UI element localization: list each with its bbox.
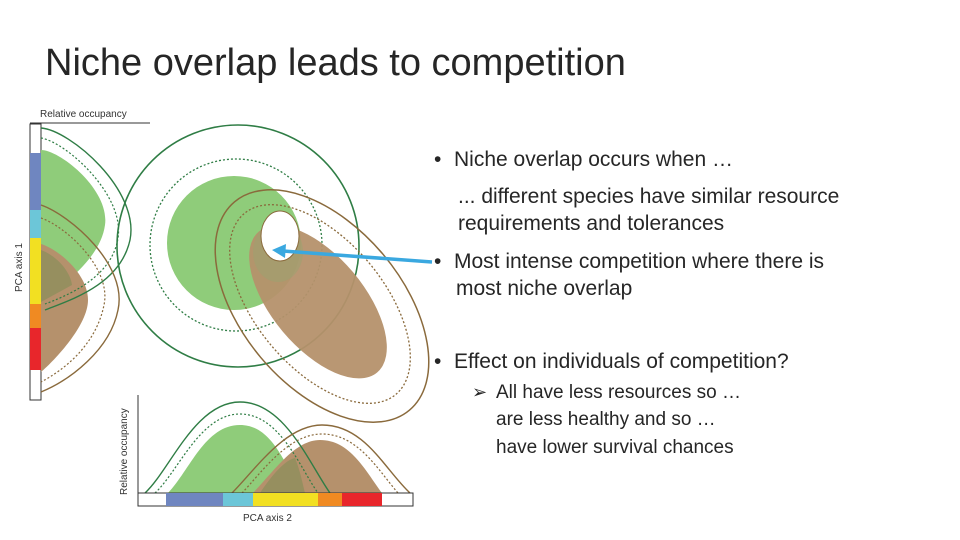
- x-axis-bottom-label: PCA axis 2: [243, 513, 292, 524]
- axis2-band-yellow: [253, 493, 318, 506]
- niche-focus-hole: [260, 210, 300, 262]
- pointer-arrow-head: [272, 244, 286, 258]
- axis2-band-cyan: [223, 493, 253, 506]
- y-axis-top-label: Relative occupancy: [40, 109, 127, 120]
- bullet-effect-individuals: • Effect on individuals of competition?: [434, 350, 789, 373]
- bullet-dot: •: [434, 350, 442, 373]
- bullet-niche-overlap: • Niche overlap occurs when …: [434, 148, 733, 171]
- axis1-overlap: [41, 250, 72, 302]
- pointer-arrow: [282, 249, 433, 264]
- bullet-line-similar: ... different species have similar resou…: [458, 185, 840, 208]
- axis2-band-red: [342, 493, 382, 506]
- bullet-intense-competition: • Most intense competition where there is: [434, 250, 825, 273]
- axis2-band-blue: [166, 493, 223, 506]
- bullet-line-overlap: most niche overlap: [456, 277, 633, 300]
- axis2-overlap: [260, 458, 305, 493]
- sub-bullet-less-healthy: are less healthy and so …: [496, 409, 716, 430]
- axis1-band-blue: [30, 153, 41, 210]
- axis1-green-dotted: [40, 137, 120, 305]
- bullet-dot: •: [434, 148, 442, 171]
- species-a-outer-ring: [116, 124, 360, 368]
- axis1-band-yellow: [30, 238, 41, 304]
- sub-bullet-less-resources: ➢ All have less resources so …: [472, 378, 741, 407]
- bullet-line-requirements: requirements and tolerances: [458, 212, 725, 235]
- axis1-green-outline: [40, 127, 132, 311]
- axis2-green-outline: [144, 401, 331, 494]
- species-b-dotted-contour: [229, 204, 411, 404]
- bullet-dot: •: [434, 250, 442, 273]
- axis1-band-cyan: [30, 210, 41, 238]
- arrow-bullet-icon: ➢: [472, 382, 488, 402]
- x-axis-side-label: Relative occupancy: [119, 408, 130, 495]
- species-b-outer-ring: [214, 189, 430, 423]
- axis1-brown-outline: [40, 204, 120, 393]
- axis2-brown-dotted: [241, 433, 399, 494]
- axis1-band-red: [30, 328, 41, 370]
- axis2-band-orange: [318, 493, 342, 506]
- y-axis-side-label: PCA axis 1: [14, 243, 25, 292]
- sub-bullet-lower-survival: have lower survival chances: [496, 437, 734, 458]
- axis1-band-orange: [30, 304, 41, 328]
- axis2-brown-outline: [231, 424, 411, 494]
- axis1-brown-dotted: [40, 217, 106, 383]
- slide-title: Niche overlap leads to competition: [45, 42, 626, 84]
